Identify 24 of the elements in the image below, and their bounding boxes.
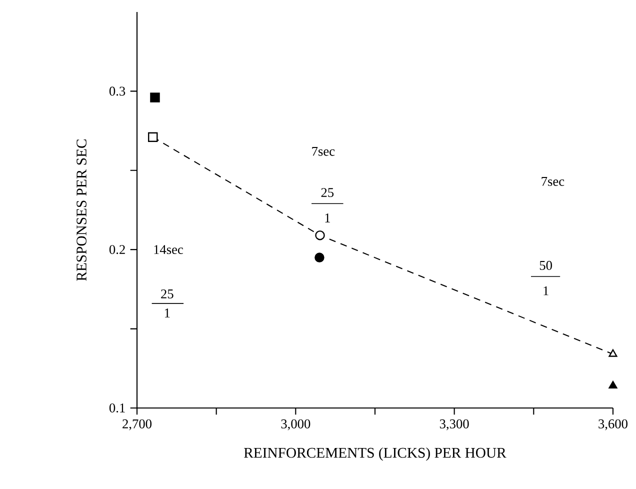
annotation: 7sec xyxy=(312,146,335,156)
annotation: 1 xyxy=(325,214,330,222)
point xyxy=(150,92,160,102)
annotation: 7sec xyxy=(542,177,564,186)
point xyxy=(148,132,158,142)
annotation: 25 xyxy=(161,289,174,298)
point xyxy=(314,252,324,262)
x-tick-label: 3,300 xyxy=(440,419,469,430)
x-tick-label: 2,700 xyxy=(122,419,152,430)
x-tick-label: 3,600 xyxy=(598,419,628,430)
point xyxy=(608,380,618,389)
x-tick-label: 3,000 xyxy=(281,419,310,430)
y-tick-label: 0.2 xyxy=(109,245,125,254)
annotation: 1 xyxy=(164,308,170,318)
annotation: 25 xyxy=(321,188,334,198)
point xyxy=(315,230,325,240)
y-axis-title: RESPONSES PER SEC xyxy=(76,140,86,281)
y-tick-label: 0.1 xyxy=(109,403,125,413)
annotation: 50 xyxy=(540,260,552,270)
x-axis-title: REINFORCEMENTS (LICKS) PER HOUR xyxy=(244,447,506,461)
point xyxy=(608,349,618,357)
y-tick-label: 0.3 xyxy=(109,86,126,96)
annotation: 1 xyxy=(544,286,548,296)
annotation: 14sec xyxy=(154,245,183,254)
